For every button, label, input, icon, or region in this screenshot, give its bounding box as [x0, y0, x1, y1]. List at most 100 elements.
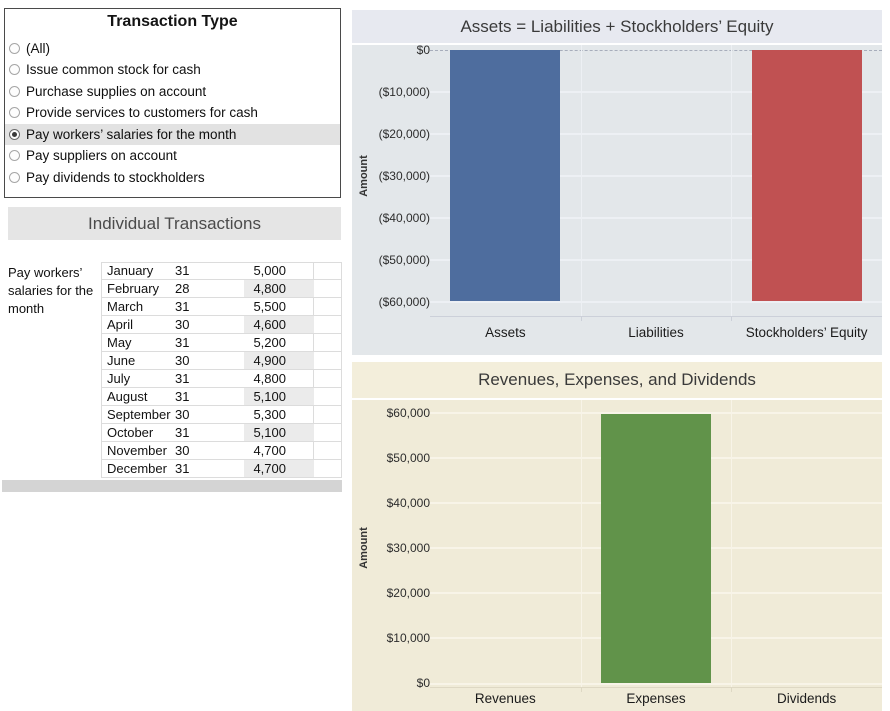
- cell-amount: 5,500: [253, 299, 286, 314]
- cell-amount: 5,100: [253, 389, 286, 404]
- cell-month: April: [107, 317, 134, 332]
- y-tick-label: $0: [416, 676, 430, 690]
- zero-line: [430, 50, 882, 51]
- filter-option-label: Pay workers’ salaries for the month: [26, 126, 237, 142]
- cell-month: May: [107, 335, 132, 350]
- radio-icon: [9, 150, 20, 162]
- filter-title: Transaction Type: [107, 13, 238, 30]
- filter-option-4[interactable]: Pay workers’ salaries for the month: [5, 123, 340, 145]
- gridline: [430, 259, 882, 261]
- radio-icon: [9, 42, 20, 54]
- y-tick-label: ($50,000): [378, 253, 430, 267]
- cell-month: June: [107, 353, 136, 368]
- gridline: [430, 217, 882, 219]
- filter-option-label: Provide services to customers for cash: [26, 105, 258, 121]
- filter-option-label: Pay suppliers on account: [26, 148, 177, 164]
- filter-option-0[interactable]: (All): [5, 38, 340, 60]
- chart-title-accounting-equation: Assets = Liabilities + Stockholders’ Equ…: [352, 10, 882, 43]
- cell-days: 31: [175, 299, 190, 314]
- table-border-inner: [313, 262, 314, 478]
- x-category-label: Revenues: [474, 691, 536, 706]
- table-border-left: [101, 262, 102, 478]
- cell-amount: 4,800: [253, 371, 286, 386]
- cell-days: 30: [175, 407, 190, 422]
- radio-icon: [9, 107, 20, 119]
- bar-expenses[interactable]: [601, 414, 711, 683]
- filter-option-5[interactable]: Pay suppliers on account: [5, 145, 340, 167]
- filter-option-1[interactable]: Issue common stock for cash: [5, 59, 340, 81]
- y-tick-label: ($20,000): [378, 127, 430, 141]
- filter-option-2[interactable]: Purchase supplies on account: [5, 81, 340, 103]
- row-banding: [244, 388, 314, 405]
- y-tick-label: $10,000: [386, 631, 430, 645]
- y-tick-label: $50,000: [386, 451, 430, 465]
- cell-amount: 4,600: [253, 317, 286, 332]
- table-row[interactable]: August 31 5,100: [101, 388, 341, 406]
- axis-tick: [731, 687, 733, 692]
- filter-option-label: (All): [26, 40, 50, 56]
- table-row[interactable]: September 30 5,300: [101, 406, 341, 424]
- y-tick-label: $20,000: [386, 586, 430, 600]
- table-row[interactable]: November 30 4,700: [101, 442, 341, 460]
- cell-month: August: [107, 389, 148, 404]
- x-category-label: Assets: [485, 325, 526, 340]
- x-category-label: Dividends: [777, 691, 837, 706]
- table-row[interactable]: July 31 4,800: [101, 370, 341, 388]
- cell-month: November: [107, 443, 167, 458]
- table-row[interactable]: April 30 4,600: [101, 316, 341, 334]
- row-banding: [244, 280, 314, 297]
- cell-days: 31: [175, 263, 190, 278]
- cell-month: September: [107, 407, 171, 422]
- table-row[interactable]: October 31 5,100: [101, 424, 341, 442]
- table-row[interactable]: June 30 4,900: [101, 352, 341, 370]
- filter-option-3[interactable]: Provide services to customers for cash: [5, 102, 340, 124]
- cell-month: January: [107, 263, 154, 278]
- bar-assets[interactable]: [450, 50, 561, 301]
- table-row[interactable]: December 31 4,700: [101, 460, 341, 478]
- y-tick-label: ($40,000): [378, 211, 430, 225]
- column-divider: [731, 45, 733, 316]
- y-tick-label: $40,000: [386, 496, 430, 510]
- table-row[interactable]: January 31 5,000: [101, 262, 341, 280]
- column-divider: [580, 45, 582, 316]
- x-category-label: Stockholders’ Equity: [745, 325, 868, 340]
- filter-option-label: Pay dividends to stockholders: [26, 169, 205, 185]
- horizontal-scrollbar[interactable]: [2, 480, 342, 492]
- radio-selected-icon: [9, 128, 20, 140]
- gridline: [430, 133, 882, 135]
- cell-days: 30: [175, 317, 190, 332]
- filter-option-6[interactable]: Pay dividends to stockholders: [5, 167, 340, 189]
- cell-days: 30: [175, 353, 190, 368]
- cell-amount: 5,000: [253, 263, 286, 278]
- axis-tick: [580, 316, 582, 321]
- cell-days: 30: [175, 443, 190, 458]
- cell-amount: 4,900: [253, 353, 286, 368]
- column-divider: [731, 400, 733, 687]
- radio-icon: [9, 64, 20, 76]
- cell-month: July: [107, 371, 131, 386]
- table-row-header: Pay workers’ salaries for the month: [8, 265, 94, 316]
- gridline: [430, 301, 882, 303]
- cell-amount: 4,700: [253, 461, 286, 476]
- cell-amount: 4,700: [253, 443, 286, 458]
- gridline: [430, 91, 882, 93]
- cell-days: 31: [175, 461, 190, 476]
- cell-days: 28: [175, 281, 190, 296]
- radio-icon: [9, 171, 20, 183]
- bar-stockholders-equity[interactable]: [751, 50, 862, 301]
- radio-icon: [9, 85, 20, 97]
- table-border-right: [341, 262, 342, 478]
- table-row[interactable]: February 28 4,800: [101, 280, 341, 298]
- row-banding: [244, 352, 314, 369]
- cell-amount: 5,200: [253, 335, 286, 350]
- y-tick-label: $0: [416, 43, 430, 57]
- axis-tick: [580, 687, 582, 692]
- table-row[interactable]: March 31 5,500: [101, 298, 341, 316]
- cell-days: 31: [175, 389, 190, 404]
- y-tick-label: ($30,000): [378, 169, 430, 183]
- y-tick-label: ($60,000): [378, 295, 430, 309]
- table-top-border: [101, 262, 341, 263]
- row-banding: [244, 424, 314, 441]
- table-row[interactable]: May 31 5,200: [101, 334, 341, 352]
